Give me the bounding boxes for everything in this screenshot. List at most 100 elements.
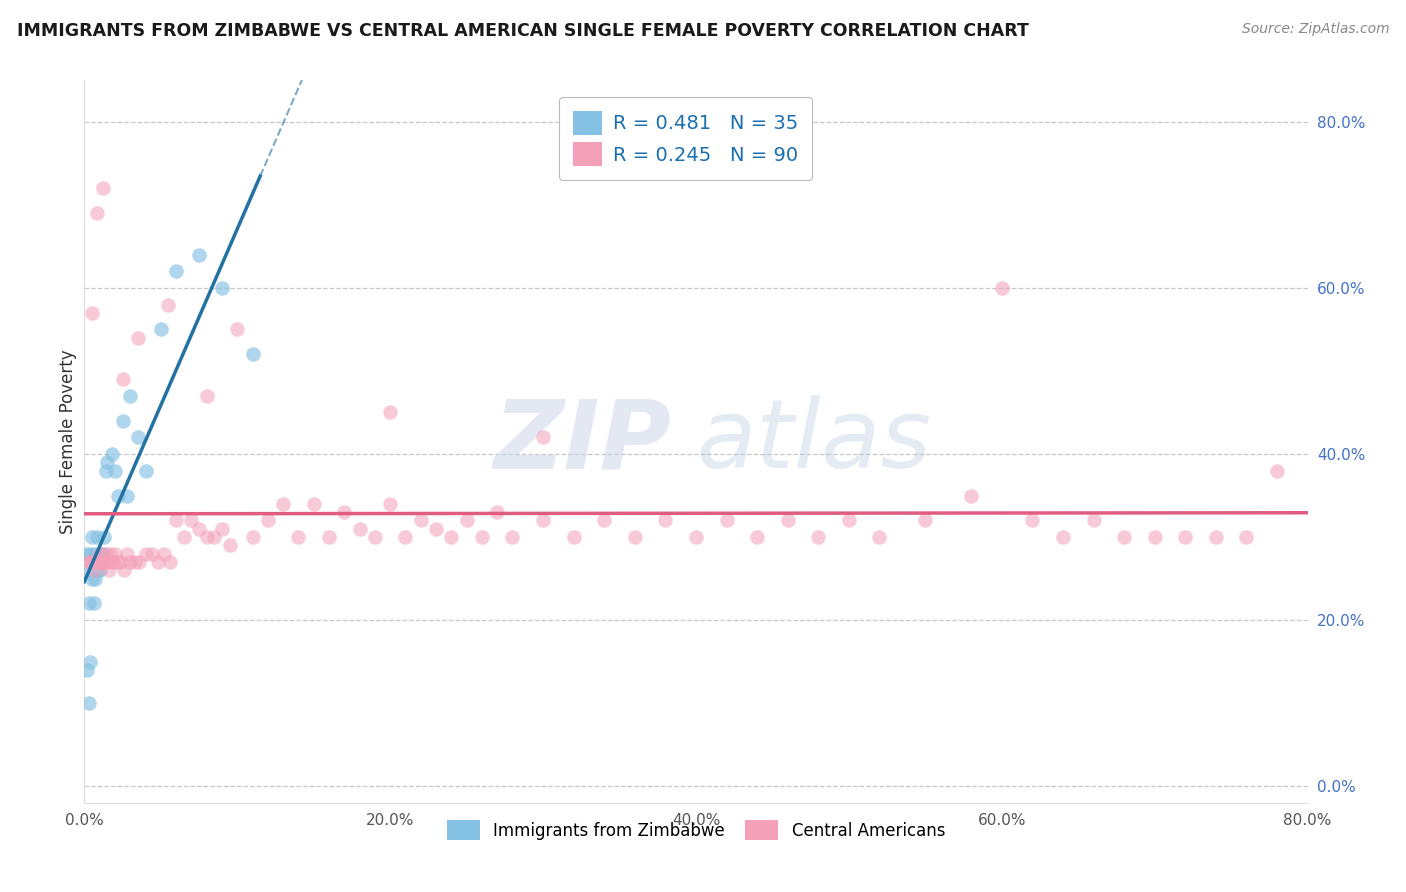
Point: [127, 430, 149, 444]
Point: [914, 513, 936, 527]
Point: [97, 563, 120, 577]
Point: [562, 530, 585, 544]
Point: [173, 530, 195, 544]
Point: [1205, 530, 1227, 544]
Y-axis label: Single Female Poverty: Single Female Poverty: [59, 350, 77, 533]
Text: ZIP: ZIP: [494, 395, 672, 488]
Point: [271, 497, 294, 511]
Point: [80, 555, 103, 569]
Point: [1114, 530, 1136, 544]
Point: [79, 655, 101, 669]
Point: [1174, 530, 1197, 544]
Point: [242, 347, 264, 361]
Point: [202, 530, 225, 544]
Point: [333, 505, 356, 519]
Point: [75, 547, 97, 561]
Point: [91, 181, 114, 195]
Point: [86, 555, 108, 569]
Point: [1143, 530, 1166, 544]
Point: [440, 530, 463, 544]
Point: [110, 555, 132, 569]
Point: [84, 572, 107, 586]
Point: [188, 522, 211, 536]
Point: [104, 547, 127, 561]
Point: [77, 555, 100, 569]
Point: [93, 530, 115, 544]
Point: [94, 547, 117, 561]
Point: [486, 505, 509, 519]
Point: [425, 522, 447, 536]
Point: [84, 555, 107, 569]
Point: [83, 597, 105, 611]
Point: [165, 264, 187, 278]
Point: [86, 530, 108, 544]
Point: [807, 530, 830, 544]
Point: [80, 306, 103, 320]
Point: [776, 513, 799, 527]
Point: [211, 522, 233, 536]
Point: [747, 530, 769, 544]
Point: [159, 555, 181, 569]
Point: [287, 530, 309, 544]
Point: [84, 563, 107, 577]
Point: [364, 530, 387, 544]
Point: [409, 513, 432, 527]
Point: [89, 547, 111, 561]
Point: [195, 389, 218, 403]
Point: [107, 489, 129, 503]
Point: [127, 331, 149, 345]
Point: [302, 497, 325, 511]
Point: [80, 530, 103, 544]
Point: [111, 414, 134, 428]
Point: [471, 530, 494, 544]
Point: [104, 464, 127, 478]
Point: [1052, 530, 1074, 544]
Point: [654, 513, 676, 527]
Point: [531, 430, 554, 444]
Point: [112, 563, 135, 577]
Point: [531, 513, 554, 527]
Point: [188, 248, 211, 262]
Point: [103, 555, 125, 569]
Point: [83, 555, 105, 569]
Point: [211, 281, 233, 295]
Point: [1236, 530, 1258, 544]
Point: [165, 513, 187, 527]
Text: Source: ZipAtlas.com: Source: ZipAtlas.com: [1241, 22, 1389, 37]
Point: [98, 547, 121, 561]
Point: [115, 547, 138, 561]
Point: [1265, 464, 1288, 478]
Point: [257, 513, 280, 527]
Point: [394, 530, 416, 544]
Point: [502, 530, 524, 544]
Point: [349, 522, 371, 536]
Point: [380, 497, 402, 511]
Point: [960, 489, 983, 503]
Point: [80, 572, 103, 586]
Point: [869, 530, 891, 544]
Point: [79, 547, 101, 561]
Point: [226, 322, 249, 336]
Text: atlas: atlas: [696, 395, 931, 488]
Point: [624, 530, 647, 544]
Point: [93, 555, 115, 569]
Point: [593, 513, 616, 527]
Point: [94, 464, 117, 478]
Point: [1083, 513, 1105, 527]
Legend: Immigrants from Zimbabwe, Central Americans: Immigrants from Zimbabwe, Central Americ…: [439, 812, 953, 848]
Point: [76, 663, 98, 677]
Point: [89, 547, 111, 561]
Point: [838, 513, 860, 527]
Point: [716, 513, 738, 527]
Point: [141, 547, 163, 561]
Point: [77, 696, 100, 710]
Point: [318, 530, 340, 544]
Point: [157, 297, 180, 311]
Point: [83, 547, 105, 561]
Point: [87, 555, 110, 569]
Point: [1021, 513, 1043, 527]
Point: [135, 464, 157, 478]
Point: [456, 513, 478, 527]
Point: [96, 555, 118, 569]
Point: [96, 455, 118, 469]
